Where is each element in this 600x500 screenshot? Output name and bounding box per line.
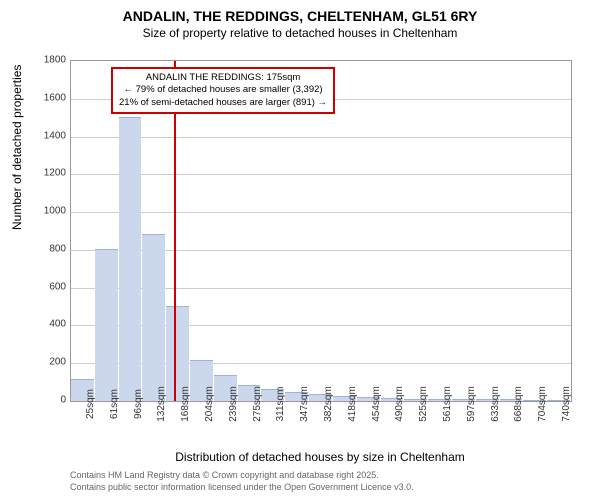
x-tick-label: 633sqm [490, 386, 501, 422]
chart-container: ANDALIN, THE REDDINGS, CHELTENHAM, GL51 … [0, 0, 600, 500]
y-tick-label: 1200 [44, 168, 66, 179]
x-tick-label: 490sqm [394, 386, 405, 422]
footnote-line2: Contains public sector information licen… [70, 482, 414, 492]
x-tick-label: 740sqm [561, 386, 572, 422]
annotation-line1: ANDALIN THE REDDINGS: 175sqm [146, 72, 301, 83]
y-tick-label: 0 [60, 395, 66, 406]
x-tick-label: 132sqm [156, 386, 167, 422]
y-tick-label: 200 [49, 357, 66, 368]
histogram-bar [142, 234, 165, 401]
plot-area: ANDALIN THE REDDINGS: 175sqm← 79% of det… [70, 60, 572, 402]
chart-title: ANDALIN, THE REDDINGS, CHELTENHAM, GL51 … [0, 0, 600, 24]
x-tick-label: 239sqm [228, 386, 239, 422]
x-tick-label: 668sqm [513, 386, 524, 422]
x-tick-label: 525sqm [418, 386, 429, 422]
x-tick-label: 96sqm [133, 389, 144, 419]
x-tick-label: 597sqm [466, 386, 477, 422]
x-tick-label: 454sqm [371, 386, 382, 422]
annotation-line2: ← 79% of detached houses are smaller (3,… [123, 84, 322, 95]
chart-subtitle: Size of property relative to detached ho… [0, 24, 600, 40]
x-tick-label: 382sqm [323, 386, 334, 422]
histogram-bar [119, 117, 142, 401]
x-tick-label: 204sqm [204, 386, 215, 422]
x-tick-label: 275sqm [252, 386, 263, 422]
y-tick-label: 800 [49, 243, 66, 254]
x-axis-label: Distribution of detached houses by size … [70, 450, 570, 464]
gridline [71, 137, 571, 138]
y-tick-label: 1400 [44, 130, 66, 141]
y-tick-label: 1000 [44, 206, 66, 217]
annotation-box: ANDALIN THE REDDINGS: 175sqm← 79% of det… [111, 67, 335, 114]
x-tick-label: 61sqm [109, 389, 120, 419]
histogram-bar [95, 249, 118, 401]
x-tick-label: 311sqm [275, 387, 286, 422]
footnote-line1: Contains HM Land Registry data © Crown c… [70, 470, 379, 480]
y-axis-label: Number of detached properties [10, 65, 24, 230]
y-tick-label: 1600 [44, 92, 66, 103]
y-tick-label: 400 [49, 319, 66, 330]
x-tick-label: 418sqm [347, 386, 358, 422]
y-tick-label: 1800 [44, 55, 66, 66]
footnote: Contains HM Land Registry data © Crown c… [70, 470, 590, 493]
gridline [71, 174, 571, 175]
gridline [71, 212, 571, 213]
annotation-line3: 21% of semi-detached houses are larger (… [119, 97, 327, 108]
x-tick-label: 704sqm [537, 386, 548, 422]
y-tick-label: 600 [49, 281, 66, 292]
x-tick-label: 168sqm [180, 386, 191, 422]
x-tick-label: 25sqm [85, 389, 96, 419]
x-tick-label: 561sqm [442, 386, 453, 422]
x-tick-label: 347sqm [299, 386, 310, 422]
